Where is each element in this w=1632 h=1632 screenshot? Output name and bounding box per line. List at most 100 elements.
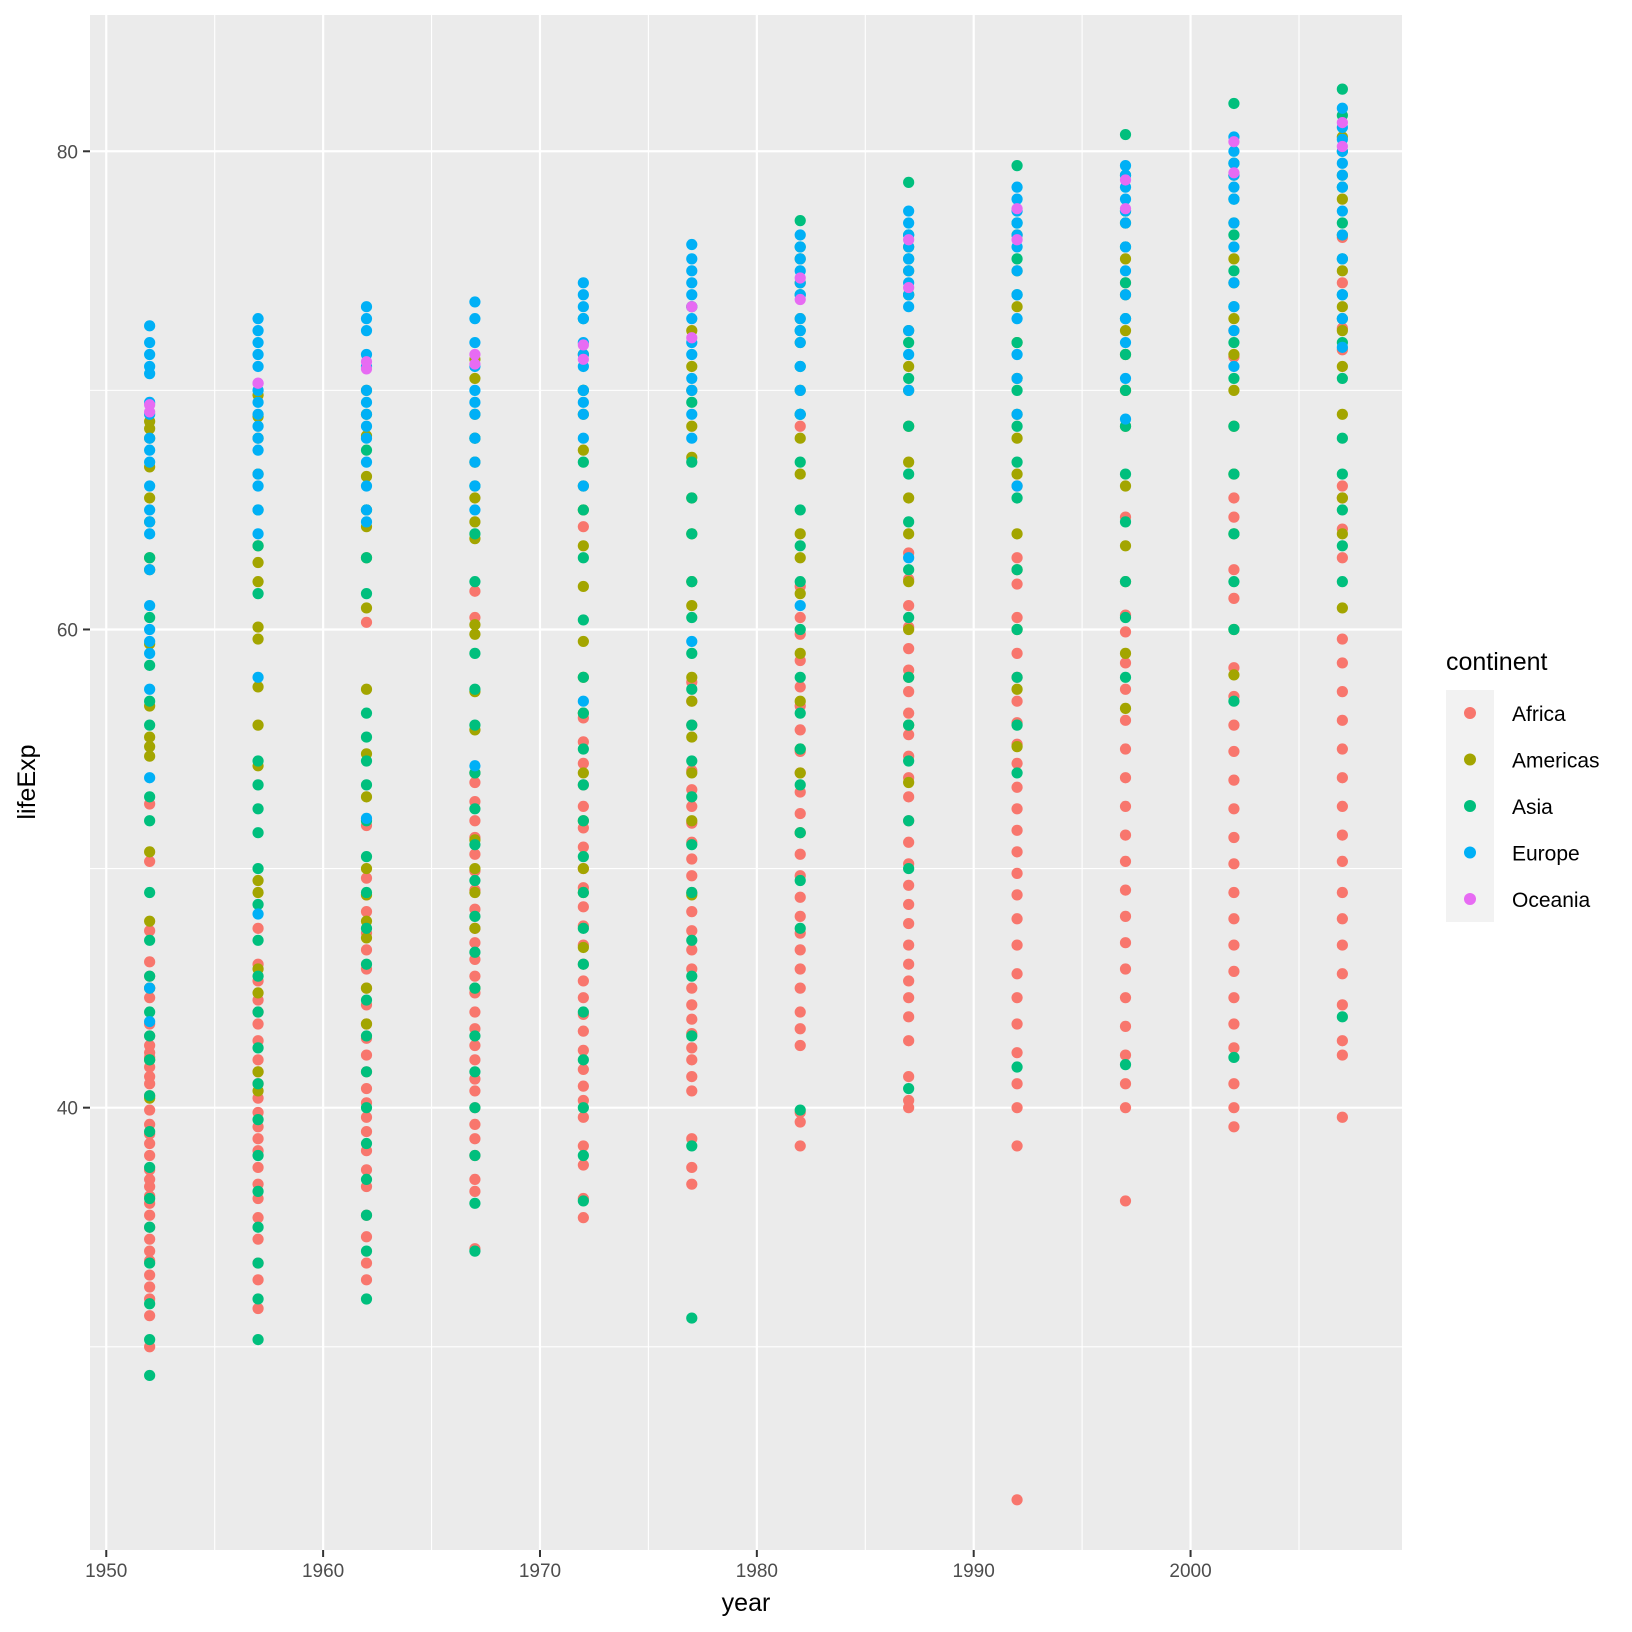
point-asia <box>1011 253 1023 265</box>
point-africa <box>1228 745 1240 758</box>
point-americas <box>577 580 589 593</box>
point-europe <box>1228 145 1240 157</box>
point-africa <box>903 939 915 951</box>
point-africa <box>252 1302 264 1315</box>
point-americas <box>577 635 589 648</box>
point-africa <box>360 872 373 884</box>
point-africa <box>1336 1111 1348 1123</box>
point-europe <box>794 229 806 241</box>
point-africa <box>1119 1078 1132 1090</box>
point-asia <box>794 456 806 468</box>
point-americas <box>469 492 481 504</box>
point-europe <box>577 301 589 313</box>
point-europe <box>577 384 589 396</box>
point-africa <box>469 1006 481 1018</box>
point-africa <box>1228 913 1240 925</box>
point-africa <box>1228 1121 1240 1133</box>
point-europe <box>794 313 806 325</box>
point-asia <box>903 176 915 188</box>
point-asia <box>577 504 589 516</box>
point-europe <box>686 432 698 444</box>
point-asia <box>144 695 156 707</box>
point-europe <box>1228 217 1240 229</box>
point-europe <box>1011 348 1023 361</box>
point-africa <box>577 1025 589 1037</box>
point-asia <box>252 779 264 791</box>
point-asia <box>469 1030 481 1042</box>
point-africa <box>360 1231 373 1243</box>
point-asia <box>903 336 915 349</box>
point-europe <box>144 504 156 516</box>
point-africa <box>1119 800 1132 813</box>
point-asia <box>794 707 806 719</box>
point-oceania <box>1228 167 1240 179</box>
point-europe <box>1336 102 1348 114</box>
point-africa <box>686 925 698 937</box>
point-europe <box>144 336 156 349</box>
point-europe <box>1336 341 1348 353</box>
point-americas <box>794 528 806 540</box>
point-europe <box>469 432 481 444</box>
point-oceania <box>1336 116 1348 129</box>
point-africa <box>1119 683 1132 695</box>
point-europe <box>686 253 698 265</box>
point-americas <box>577 941 589 954</box>
point-asia <box>360 994 373 1006</box>
point-asia <box>469 1245 481 1257</box>
point-africa <box>794 848 806 860</box>
point-africa <box>1336 480 1348 492</box>
point-europe <box>360 516 373 528</box>
point-africa <box>1011 1102 1023 1114</box>
point-africa <box>794 1140 806 1152</box>
point-africa <box>360 1082 373 1095</box>
point-asia <box>686 970 698 982</box>
grid-minor <box>90 15 1402 1550</box>
point-asia <box>577 1006 589 1018</box>
point-americas <box>144 741 156 753</box>
point-europe <box>1336 253 1348 265</box>
point-asia <box>144 791 156 803</box>
point-europe <box>1336 181 1348 193</box>
point-asia <box>252 1293 264 1305</box>
point-americas <box>252 719 264 731</box>
point-asia <box>469 528 481 540</box>
point-asia <box>252 540 264 552</box>
point-americas <box>252 556 264 569</box>
point-europe <box>1119 265 1132 277</box>
point-europe <box>903 217 915 229</box>
point-africa <box>903 599 915 612</box>
point-americas <box>360 1018 373 1030</box>
point-europe <box>144 683 156 695</box>
point-europe <box>252 336 264 349</box>
point-africa <box>1119 714 1132 726</box>
point-africa <box>144 1269 156 1281</box>
point-asia <box>144 719 156 731</box>
point-asia <box>577 671 589 683</box>
point-asia <box>252 1333 264 1346</box>
point-asia <box>794 827 806 839</box>
point-africa <box>903 879 915 891</box>
point-europe <box>1119 413 1132 425</box>
point-africa <box>1011 757 1023 769</box>
point-africa <box>577 992 589 1004</box>
point-africa <box>1336 657 1348 669</box>
point-europe <box>1228 181 1240 193</box>
point-americas <box>144 731 156 743</box>
point-africa <box>686 944 698 956</box>
point-americas <box>577 444 589 456</box>
point-europe <box>144 480 156 492</box>
point-africa <box>469 1085 481 1097</box>
point-africa <box>794 1006 806 1018</box>
point-asia <box>469 839 481 851</box>
point-asia <box>144 1054 156 1066</box>
data-points <box>144 83 1348 1506</box>
point-europe <box>1228 325 1240 337</box>
point-oceania <box>1119 174 1132 186</box>
point-asia <box>1228 576 1240 588</box>
point-asia <box>469 647 481 659</box>
y-axis-title: lifeExp <box>13 744 41 819</box>
point-oceania <box>1011 234 1023 246</box>
point-africa <box>1011 1140 1023 1152</box>
point-oceania <box>1011 203 1023 215</box>
point-oceania <box>252 377 264 389</box>
